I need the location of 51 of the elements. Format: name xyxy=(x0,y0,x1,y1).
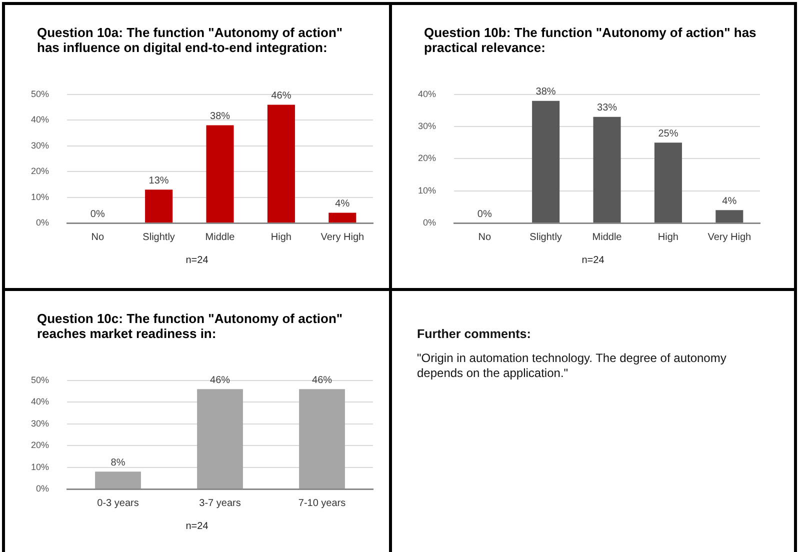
y-tick-label: 20% xyxy=(31,166,50,176)
x-tick-label: Middle xyxy=(592,232,622,243)
y-tick-label: 30% xyxy=(418,121,436,132)
y-tick-label: 0% xyxy=(423,217,436,228)
x-tick-label: 7-10 years xyxy=(298,498,346,509)
y-tick-label: 0% xyxy=(36,217,50,228)
data-label: 46% xyxy=(312,374,332,386)
data-label: 46% xyxy=(271,90,292,102)
data-label: 0% xyxy=(477,208,492,220)
data-label: 4% xyxy=(722,196,737,207)
x-tick-label: Slightly xyxy=(142,232,175,243)
data-label: 25% xyxy=(658,128,678,140)
y-tick-label: 10% xyxy=(31,462,50,472)
x-tick-label: Slightly xyxy=(530,232,562,243)
data-label: 33% xyxy=(597,102,618,114)
x-tick-label: 3-7 years xyxy=(199,498,241,509)
data-label: 4% xyxy=(335,198,350,210)
text: Further comments: xyxy=(417,327,532,341)
x-tick-label: Very High xyxy=(320,232,364,243)
y-tick-label: 20% xyxy=(31,440,50,450)
y-tick-label: 40% xyxy=(418,88,436,99)
y-tick-label: 20% xyxy=(418,153,436,164)
x-tick-label: High xyxy=(658,232,678,243)
y-tick-label: 50% xyxy=(31,374,50,385)
data-label: 0% xyxy=(90,208,105,220)
chart-title: Question 10a: The function "Autonomy of action" has influence on digital end-to-end integration: xyxy=(37,25,344,55)
y-tick-label: 30% xyxy=(31,140,50,150)
x-tick-label: High xyxy=(270,232,292,243)
x-tick-label: No xyxy=(478,232,492,243)
data-label: 13% xyxy=(148,175,169,186)
y-tick-label: 10% xyxy=(418,185,436,196)
x-tick-label: 0-3 years xyxy=(97,498,139,509)
data-label: 38% xyxy=(210,111,230,122)
x-tick-label: Very High xyxy=(708,232,752,243)
data-label: 38% xyxy=(536,86,556,98)
x-tick-label: No xyxy=(91,232,104,243)
data-label: 8% xyxy=(110,457,126,468)
y-tick-label: 40% xyxy=(31,396,50,407)
text: "Origin in automation technology. The degree of autonomy depends on the application." xyxy=(417,351,728,381)
y-tick-label: 0% xyxy=(36,483,50,494)
text: n=24 xyxy=(186,521,208,532)
y-tick-label: 40% xyxy=(31,114,50,125)
text: n=24 xyxy=(582,255,604,266)
y-tick-label: 30% xyxy=(31,418,50,428)
x-tick-label: Middle xyxy=(205,232,236,243)
data-label: 46% xyxy=(210,374,230,386)
y-tick-label: 10% xyxy=(31,192,50,202)
chart-title: Question 10c: The function "Autonomy of action" reaches market readiness in: xyxy=(37,311,344,341)
y-tick-label: 50% xyxy=(31,88,50,99)
text: n=24 xyxy=(186,255,208,266)
chart-title: Question 10b: The function "Autonomy of action" has practical relevance: xyxy=(424,25,758,55)
